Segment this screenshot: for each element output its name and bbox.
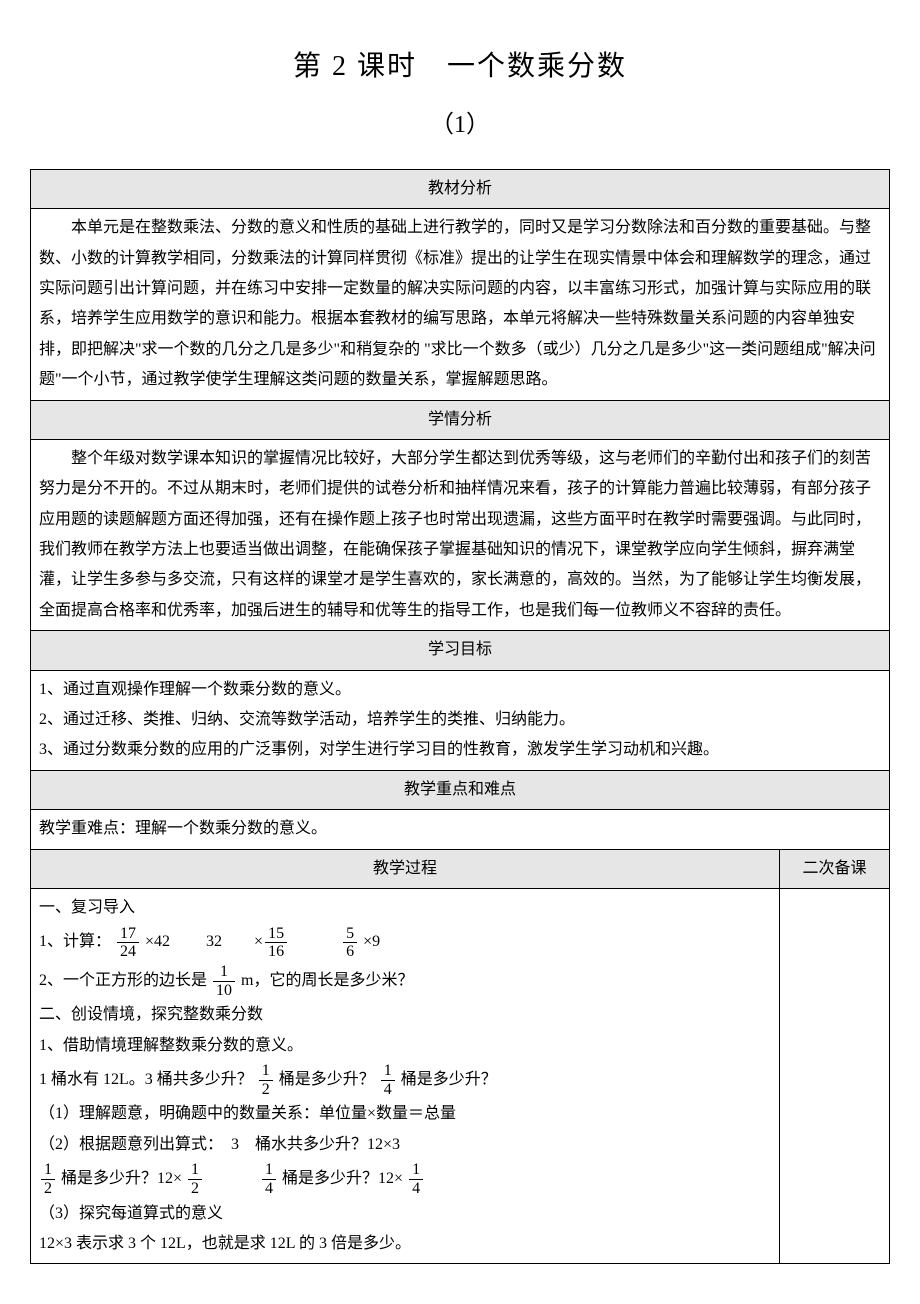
frac-17-24: 1724 — [117, 925, 139, 961]
lesson-subtitle: （1） — [30, 103, 890, 149]
section-header-objectives: 学习目标 — [31, 631, 890, 670]
notes-cell — [779, 888, 889, 1263]
explore-sub1: 1、借助情境理解整数乘分数的意义。 — [39, 1031, 771, 1061]
lesson-table: 教材分析 本单元是在整数乘法、分数的意义和性质的基础上进行教学的，同时又是学习分… — [30, 169, 890, 1265]
frac-5-6: 56 — [343, 925, 357, 961]
frac-1-2-b: 12 — [41, 1161, 55, 1197]
step2b-line: 12 桶是多少升？12× 12 14 桶是多少升？12× 14 — [39, 1160, 771, 1198]
process-header-notes: 二次备课 — [779, 849, 889, 888]
analysis-text: 本单元是在整数乘法、分数的意义和性质的基础上进行教学的，同时又是学习分数除法和百… — [39, 213, 881, 395]
objective-2: 2、通过迁移、类推、归纳、交流等数学活动，培养学生的类推、归纳能力。 — [39, 705, 881, 735]
analysis-content: 本单元是在整数乘法、分数的意义和性质的基础上进行教学的，同时又是学习分数除法和百… — [31, 209, 890, 400]
calc-label: 1、计算： — [39, 933, 111, 950]
bucket-line: 1 桶水有 12L。3 桶共多少升？ 12 桶是多少升？ 14 桶是多少升？ — [39, 1061, 771, 1099]
frac-1-4-a: 14 — [381, 1062, 395, 1098]
explore-heading: 二、创设情境，探究整数乘分数 — [39, 1000, 771, 1030]
frac-15-16: 1516 — [265, 925, 287, 961]
frac-1-10: 110 — [213, 963, 235, 999]
review-heading: 一、复习导入 — [39, 893, 771, 923]
section-header-keypoints: 教学重点和难点 — [31, 770, 890, 809]
section-header-analysis: 教材分析 — [31, 169, 890, 208]
step3-line: 12×3 表示求 3 个 12L，也就是求 12L 的 3 倍是多少。 — [39, 1229, 771, 1259]
keypoints-content: 教学重难点：理解一个数乘分数的意义。 — [31, 810, 890, 849]
objective-3: 3、通过分数乘分数的应用的广泛事例，对学生进行学习目的性教育，激发学生学习动机和… — [39, 735, 881, 765]
section-header-students: 学情分析 — [31, 400, 890, 439]
objective-1: 1、通过直观操作理解一个数乘分数的意义。 — [39, 675, 881, 705]
process-header-main: 教学过程 — [31, 849, 780, 888]
objectives-content: 1、通过直观操作理解一个数乘分数的意义。 2、通过迁移、类推、归纳、交流等数学活… — [31, 670, 890, 770]
frac-1-2-c: 12 — [188, 1161, 202, 1197]
frac-1-4-c: 14 — [409, 1161, 423, 1197]
keypoints-text: 教学重难点：理解一个数乘分数的意义。 — [39, 814, 881, 844]
calc-line: 1、计算： 1724 ×42 32 ×1516 56 ×9 — [39, 923, 771, 961]
students-text: 整个年级对数学课本知识的掌握情况比较好，大部分学生都达到优秀等级，这与老师们的辛… — [39, 444, 881, 626]
square-line: 2、一个正方形的边长是 110 m，它的周长是多少米？ — [39, 962, 771, 1000]
step1: （1）理解题意，明确题中的数量关系：单位量×数量＝总量 — [39, 1099, 771, 1129]
step2: （2）根据题意列出算式： 3 桶水共多少升？12×3 — [39, 1130, 771, 1160]
frac-1-2-a: 12 — [259, 1062, 273, 1098]
frac-1-4-b: 14 — [262, 1161, 276, 1197]
step3: （3）探究每道算式的意义 — [39, 1199, 771, 1229]
lesson-title: 第 2 课时 一个数乘分数 — [30, 40, 890, 93]
process-content: 一、复习导入 1、计算： 1724 ×42 32 ×1516 56 ×9 2、一… — [31, 888, 780, 1263]
students-content: 整个年级对数学课本知识的掌握情况比较好，大部分学生都达到优秀等级，这与老师们的辛… — [31, 439, 890, 630]
